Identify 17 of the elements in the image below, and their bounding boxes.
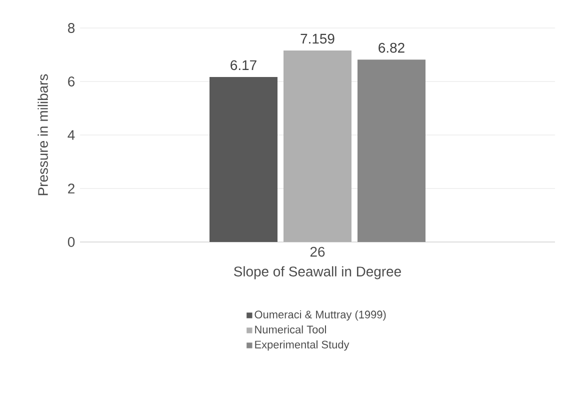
- data-label: 6.82: [378, 42, 404, 53]
- y-tick-label: 8: [68, 23, 75, 33]
- legend-label: Numerical Tool: [255, 325, 326, 334]
- bar: [284, 50, 352, 242]
- legend-label: Experimental Study: [255, 340, 350, 351]
- legend-label: Oumeraci & Muttray (1999): [254, 310, 386, 321]
- y-tick-label: 2: [68, 184, 74, 194]
- data-label: 6.17: [230, 60, 256, 70]
- x-tick-label: 26: [310, 246, 325, 257]
- y-tick-label: 4: [68, 130, 75, 140]
- bar: [358, 60, 426, 242]
- data-label: 7.159: [300, 34, 334, 44]
- y-tick-label: 6: [68, 76, 75, 86]
- x-axis-title: Slope of Seawall in Degree: [234, 266, 401, 280]
- bar: [210, 76, 278, 242]
- y-tick-label: 0: [68, 237, 75, 247]
- y-axis-title: Pressure in milibars: [38, 74, 48, 196]
